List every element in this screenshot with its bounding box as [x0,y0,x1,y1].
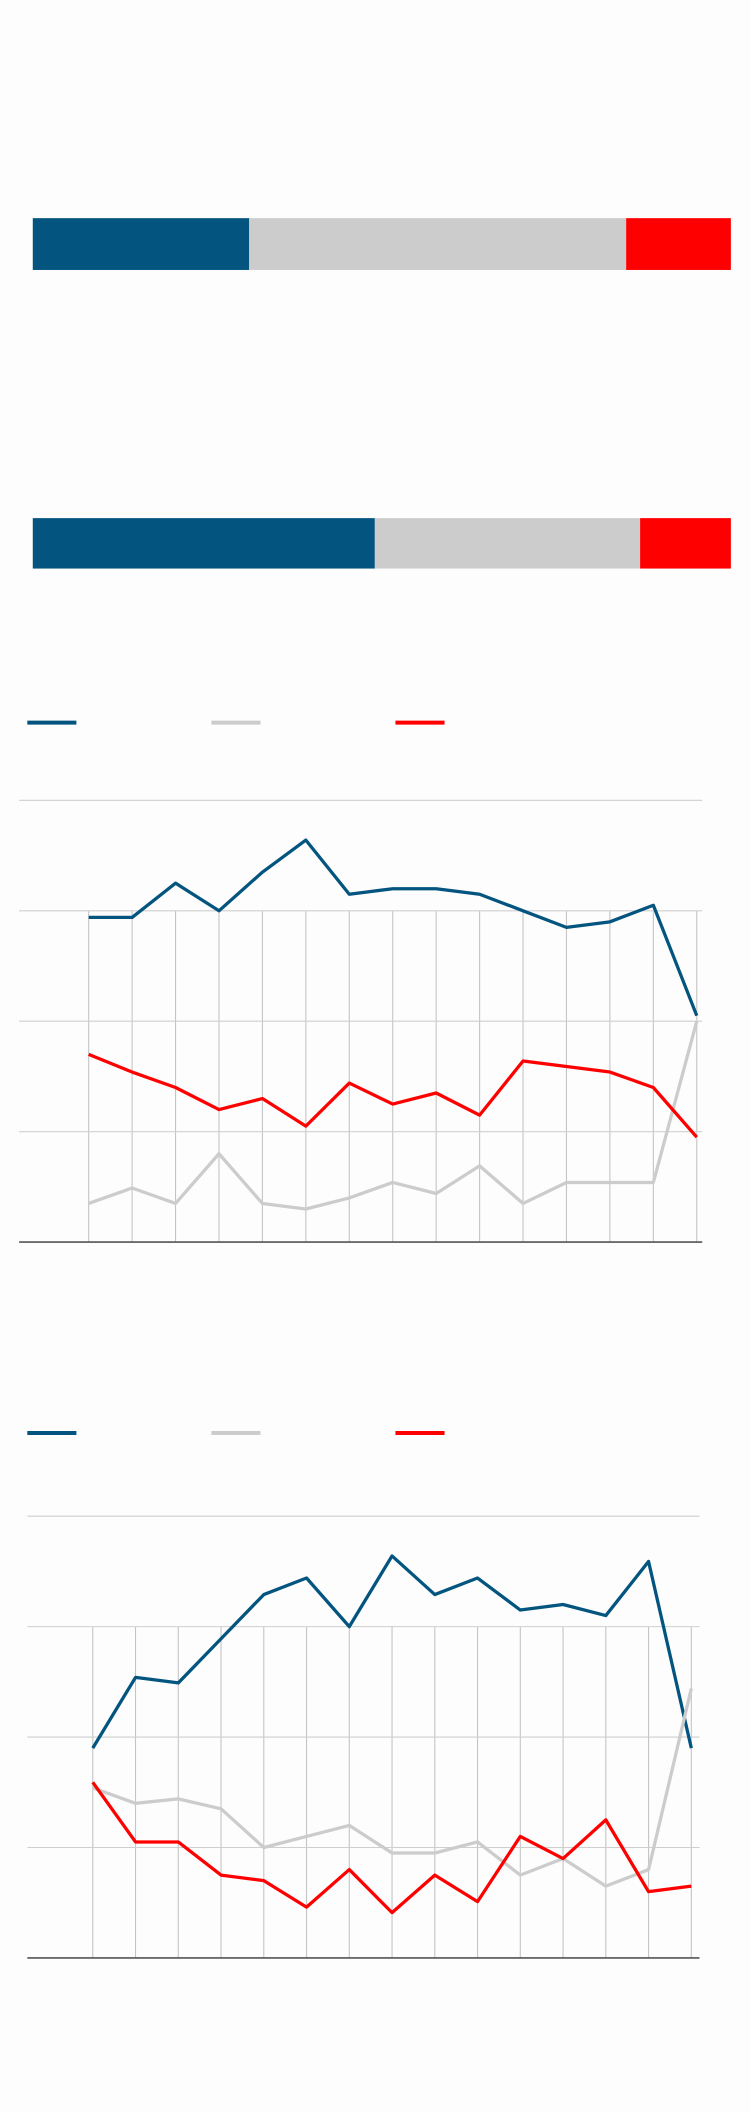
line-series [88,1020,699,1211]
bar-segment [640,518,731,569]
bar-segment [32,518,375,569]
line-series [92,1688,693,1888]
line-series [88,1052,699,1139]
line-series [88,838,699,1017]
bar-segment [626,218,731,270]
bar-segment [374,518,641,569]
line-series [91,1781,692,1915]
line-series [91,1554,693,1749]
bar-segment [32,218,250,270]
bar-segment [249,218,627,270]
